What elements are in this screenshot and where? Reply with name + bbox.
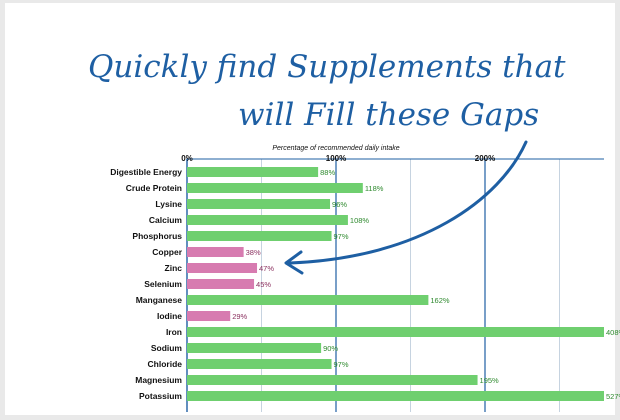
x-tick-labels: 0% 100% 200%	[181, 154, 495, 163]
category-label: Magnesium	[135, 375, 182, 385]
value-label: 162%	[430, 296, 450, 305]
bar	[187, 343, 322, 353]
x-axis-title: Percentage of recommended daily intake	[272, 145, 399, 152]
value-label: 88%	[320, 168, 335, 177]
category-label: Chloride	[148, 359, 183, 369]
category-label: Digestible Energy	[110, 167, 182, 177]
value-label: 527%	[606, 392, 620, 401]
x-tick-label: 100%	[326, 154, 346, 163]
x-tick-label: 200%	[475, 154, 495, 163]
category-label: Copper	[152, 247, 182, 257]
value-label: 96%	[332, 200, 347, 209]
category-labels: Digestible Energy Crude Protein Lysine Calc…	[110, 167, 183, 401]
value-label: 118%	[365, 184, 384, 193]
bar	[187, 263, 258, 273]
bar	[187, 247, 244, 257]
category-label: Crude Protein	[126, 183, 182, 193]
bar	[187, 167, 319, 177]
arrowhead-icon	[284, 250, 304, 275]
value-label: 38%	[246, 248, 261, 257]
headline-line-2: will Fill these Gaps	[238, 97, 539, 133]
category-label: Sodium	[151, 343, 183, 353]
value-label: 90%	[323, 344, 338, 353]
category-label: Calcium	[149, 215, 183, 225]
bars	[187, 167, 604, 401]
category-label: Zinc	[165, 263, 183, 273]
value-label: 97%	[334, 232, 349, 241]
bar	[187, 391, 604, 401]
bar	[187, 279, 255, 289]
bar	[187, 359, 332, 369]
category-label: Lysine	[155, 199, 182, 209]
category-label: Iodine	[157, 311, 182, 321]
category-label: Selenium	[144, 279, 182, 289]
pointer-arrow-icon	[288, 140, 528, 265]
category-label: Phosphorus	[132, 231, 182, 241]
bar	[187, 295, 429, 305]
bar	[187, 311, 231, 321]
category-label: Potassium	[139, 391, 182, 401]
value-label: 195%	[480, 376, 500, 385]
value-label: 45%	[256, 280, 271, 289]
bar	[187, 215, 348, 225]
value-label: 108%	[350, 216, 370, 225]
headline-line-1: Quickly find Supplements that	[88, 49, 566, 85]
value-labels: 88%118%96%108%97%38%47%45%162%29%408%90%…	[232, 168, 620, 401]
bar	[187, 231, 332, 241]
bar	[187, 199, 331, 209]
x-tick-label: 0%	[181, 154, 193, 163]
category-label: Manganese	[136, 295, 183, 305]
value-label: 408%	[606, 328, 620, 337]
bar	[187, 375, 478, 385]
category-label: Iron	[166, 327, 182, 337]
value-label: 29%	[232, 312, 247, 321]
bar	[187, 183, 363, 193]
bar	[187, 327, 604, 337]
value-label: 47%	[259, 264, 274, 273]
value-label: 97%	[334, 360, 349, 369]
